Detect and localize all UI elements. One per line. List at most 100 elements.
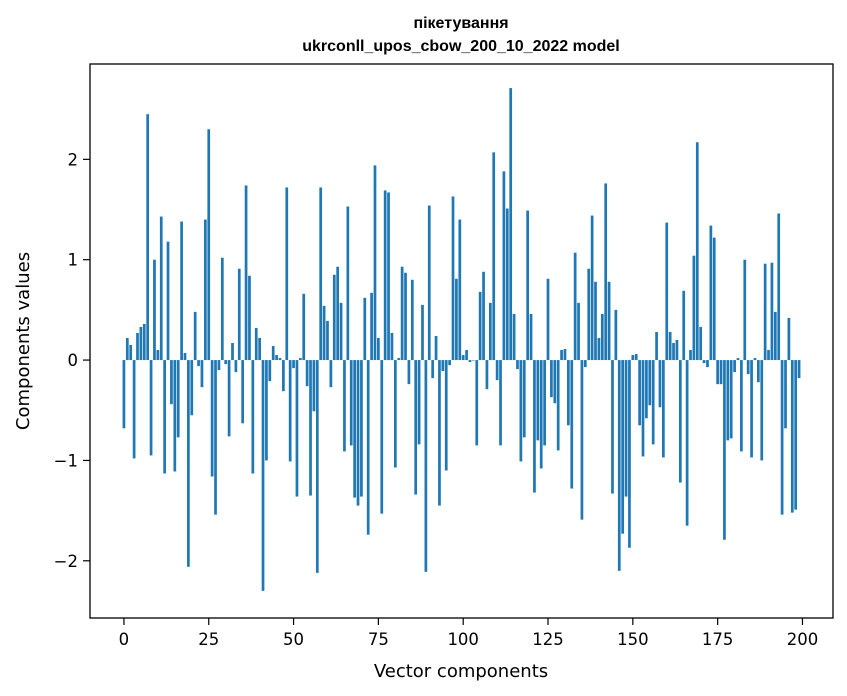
- bar-component-83: [404, 272, 407, 361]
- bar-series: [122, 88, 801, 591]
- bar-component-57: [315, 360, 319, 573]
- bar-component-40: [258, 337, 261, 361]
- x-tick-label: 75: [368, 630, 389, 649]
- bar-component-124: [543, 360, 546, 446]
- bar-component-134: [577, 302, 580, 361]
- bar-component-178: [726, 360, 730, 441]
- bar-component-155: [648, 360, 652, 406]
- chart-title-line2: ukrconll_upos_cbow_200_10_2022 model: [302, 38, 619, 55]
- bar-component-18: [183, 353, 187, 361]
- bar-component-87: [417, 360, 421, 445]
- bar-component-179: [729, 360, 733, 439]
- bar-component-142: [604, 183, 608, 361]
- bar-component-156: [651, 360, 655, 445]
- bar-component-109: [492, 152, 496, 361]
- bar-component-61: [329, 360, 333, 388]
- bar-component-96: [448, 360, 451, 366]
- bar-component-122: [536, 360, 540, 441]
- bar-component-90: [427, 205, 431, 361]
- bar-component-173: [709, 225, 713, 361]
- bar-component-2: [129, 345, 133, 361]
- bar-component-187: [757, 360, 760, 383]
- bar-component-89: [424, 360, 428, 572]
- bar-component-137: [587, 268, 591, 361]
- bar-component-14: [170, 360, 173, 405]
- bar-component-174: [712, 237, 716, 361]
- bar-component-101: [465, 350, 468, 361]
- y-axis-label: Components values: [13, 252, 34, 430]
- bar-component-102: [468, 360, 472, 363]
- bar-component-56: [312, 360, 316, 412]
- bar-component-111: [499, 360, 502, 446]
- bar-component-113: [505, 208, 509, 361]
- bar-component-47: [282, 360, 285, 392]
- bar-component-182: [740, 360, 743, 452]
- bar-component-117: [519, 360, 523, 462]
- y-tick-label: 0: [68, 351, 79, 370]
- bar-component-158: [658, 360, 662, 408]
- bar-component-104: [475, 360, 479, 446]
- bar-component-167: [689, 350, 692, 361]
- bar-component-135: [580, 360, 584, 520]
- bar-component-166: [685, 360, 689, 526]
- bar-component-133: [573, 252, 577, 361]
- bar-component-72: [366, 360, 370, 535]
- y-tick-label: −2: [54, 552, 78, 571]
- bar-component-85: [410, 279, 414, 361]
- bar-component-28: [217, 360, 221, 371]
- bar-component-136: [583, 360, 587, 368]
- bar-component-10: [156, 350, 160, 361]
- bar-component-8: [149, 360, 153, 456]
- x-tick-label: 50: [283, 630, 304, 649]
- bar-component-65: [343, 360, 346, 452]
- bar-component-73: [370, 292, 373, 361]
- bar-component-128: [556, 360, 560, 451]
- bar-component-37: [248, 275, 251, 361]
- bar-component-198: [794, 360, 798, 510]
- bar-component-100: [461, 355, 465, 361]
- bar-component-46: [278, 358, 282, 361]
- bar-component-118: [522, 360, 526, 438]
- bar-component-43: [268, 360, 272, 382]
- bar-component-157: [655, 331, 658, 361]
- bar-component-127: [553, 360, 557, 404]
- bar-component-86: [414, 360, 418, 495]
- bar-component-107: [485, 360, 489, 390]
- bar-component-106: [482, 271, 485, 361]
- bar-component-168: [692, 255, 696, 361]
- x-tick-label: 0: [119, 630, 130, 649]
- bar-component-181: [736, 358, 740, 361]
- bar-component-11: [159, 216, 163, 361]
- x-tick-label: 125: [532, 630, 564, 649]
- bar-component-15: [173, 360, 177, 472]
- bar-component-116: [516, 360, 519, 370]
- bar-component-97: [451, 196, 455, 361]
- bar-component-92: [434, 335, 438, 361]
- bar-component-52: [298, 358, 302, 361]
- bar-component-151: [634, 354, 638, 361]
- bar-component-29: [220, 257, 224, 361]
- bar-component-145: [614, 309, 618, 361]
- bar-component-91: [431, 360, 435, 379]
- bar-component-75: [377, 337, 380, 361]
- bar-component-69: [356, 360, 360, 506]
- bar-component-190: [767, 350, 770, 361]
- bar-component-36: [244, 185, 248, 361]
- bar-component-165: [682, 290, 686, 361]
- bar-component-112: [502, 171, 506, 361]
- bar-component-4: [136, 332, 139, 361]
- bar-component-189: [763, 263, 767, 361]
- bar-component-159: [662, 360, 665, 458]
- bar-component-38: [251, 360, 255, 474]
- bar-component-49: [288, 360, 292, 462]
- bar-component-16: [176, 360, 180, 438]
- bar-component-162: [672, 343, 675, 361]
- bar-component-197: [790, 360, 794, 513]
- bar-component-139: [594, 281, 597, 361]
- bar-component-195: [784, 360, 787, 429]
- bar-component-50: [292, 360, 295, 369]
- bar-component-7: [146, 114, 150, 361]
- bar-component-94: [441, 360, 445, 372]
- bar-component-138: [590, 215, 594, 361]
- chart-title-line1: пікетування: [413, 15, 508, 32]
